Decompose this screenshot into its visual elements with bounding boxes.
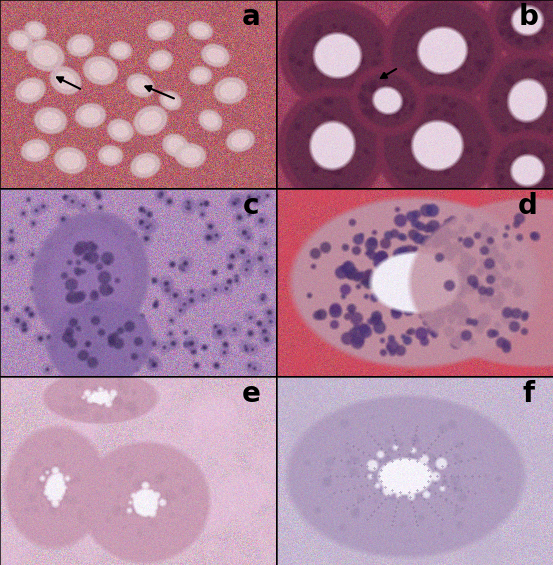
Text: f: f: [522, 380, 534, 408]
Text: d: d: [518, 192, 538, 220]
Text: a: a: [242, 3, 260, 31]
Text: c: c: [243, 192, 259, 220]
Text: e: e: [242, 380, 260, 408]
Text: b: b: [518, 3, 538, 31]
